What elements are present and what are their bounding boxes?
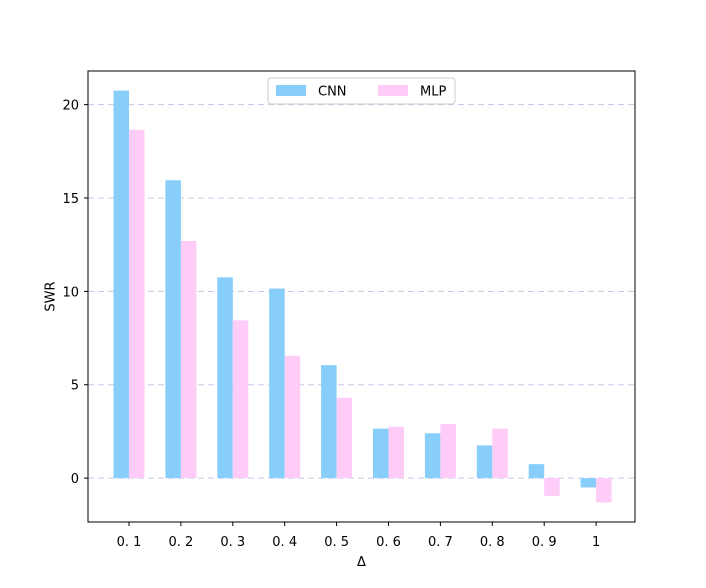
x-tick-label: 0. 2 bbox=[168, 535, 193, 550]
x-tick-label: 0. 6 bbox=[376, 535, 401, 550]
bar-cnn bbox=[580, 478, 597, 488]
x-axis-ticks: 0. 1 0. 2 0. 3 0. 4 0. 5 0. 6 0. 7 0. 8 0. 9 1 bbox=[117, 522, 600, 550]
bar-mlp bbox=[596, 478, 612, 503]
legend-label-mlp: MLP bbox=[420, 85, 446, 100]
plot-frame bbox=[87, 70, 636, 523]
bar-cnn bbox=[321, 365, 337, 479]
bar-cnn bbox=[528, 464, 545, 479]
bar-mlp bbox=[232, 320, 249, 479]
y-tick-label: 15 bbox=[62, 192, 79, 207]
legend: CNN MLP bbox=[267, 77, 456, 105]
x-tick-label: 1 bbox=[592, 535, 600, 550]
bar-cnn bbox=[476, 445, 493, 479]
x-tick-label: 0. 8 bbox=[480, 535, 505, 550]
bars bbox=[113, 90, 612, 503]
legend-swatch-cnn bbox=[276, 85, 306, 96]
y-axis-label: SWR bbox=[44, 281, 59, 311]
y-axis-ticks: 0 5 10 15 20 bbox=[62, 99, 88, 487]
y-tick-label: 20 bbox=[62, 99, 79, 114]
bar-mlp bbox=[492, 428, 508, 479]
legend-box bbox=[267, 77, 456, 105]
y-tick-label: 10 bbox=[62, 285, 79, 300]
x-tick-label: 0. 9 bbox=[532, 535, 557, 550]
x-axis-label: Δ bbox=[357, 555, 366, 570]
bar-mlp bbox=[388, 426, 404, 479]
bar-cnn bbox=[373, 428, 389, 479]
bar-mlp bbox=[129, 129, 145, 479]
bar-cnn bbox=[217, 277, 233, 479]
bar-mlp bbox=[336, 397, 353, 479]
bar-cnn bbox=[113, 90, 129, 479]
legend-swatch-mlp bbox=[378, 85, 408, 96]
bar-mlp bbox=[544, 478, 560, 496]
x-tick-label: 0. 1 bbox=[117, 535, 142, 550]
y-tick-label: 5 bbox=[71, 379, 79, 394]
x-tick-label: 0. 3 bbox=[220, 535, 245, 550]
x-tick-label: 0. 5 bbox=[324, 535, 349, 550]
bar-cnn bbox=[165, 180, 181, 479]
y-tick-label: 0 bbox=[71, 472, 79, 487]
bar-mlp bbox=[180, 240, 197, 479]
bar-cnn bbox=[424, 433, 441, 479]
legend-label-cnn: CNN bbox=[318, 85, 347, 100]
bar-mlp bbox=[284, 355, 301, 479]
x-tick-label: 0. 7 bbox=[428, 535, 453, 550]
bar-mlp bbox=[440, 423, 456, 479]
bar-cnn bbox=[269, 288, 285, 479]
x-tick-label: 0. 4 bbox=[272, 535, 297, 550]
